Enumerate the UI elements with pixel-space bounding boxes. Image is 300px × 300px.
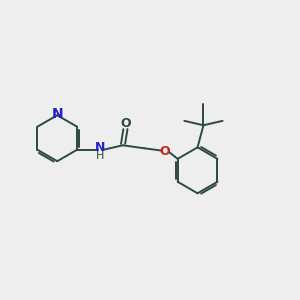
Text: N: N <box>95 141 105 154</box>
Text: N: N <box>51 107 63 121</box>
Text: H: H <box>96 151 104 160</box>
Text: O: O <box>160 145 170 158</box>
Text: O: O <box>120 117 131 130</box>
